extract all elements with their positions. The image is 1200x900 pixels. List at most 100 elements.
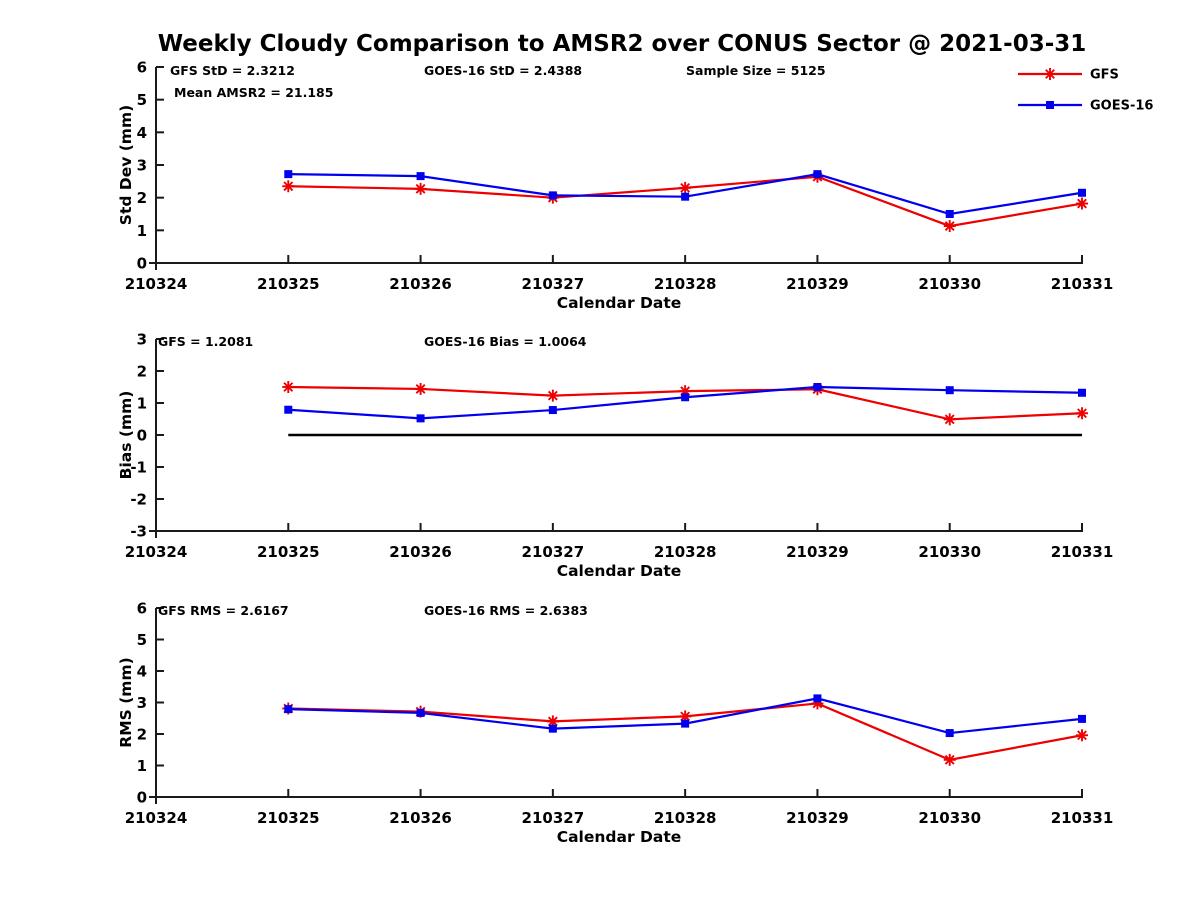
x-tick-label: 210326 xyxy=(389,809,452,827)
x-tick-label: 210325 xyxy=(257,809,320,827)
data-point-marker xyxy=(679,181,692,194)
y-tick-label: -1 xyxy=(130,459,147,477)
y-tick-label: 2 xyxy=(137,726,147,744)
x-tick-label: 210329 xyxy=(786,275,849,293)
y-tick-label: 1 xyxy=(137,757,147,775)
data-point-marker xyxy=(416,172,425,181)
x-tick-label: 210329 xyxy=(786,809,849,827)
x-tick-label: 210331 xyxy=(1051,809,1114,827)
y-tick-label: 1 xyxy=(137,222,147,240)
data-point-marker xyxy=(1076,729,1088,742)
series-gfs xyxy=(282,381,1088,426)
y-tick-label: 3 xyxy=(137,157,147,175)
y-tick-label: 0 xyxy=(137,255,147,273)
y-tick-label: 3 xyxy=(137,694,147,712)
data-point-marker xyxy=(813,383,822,391)
data-point-marker xyxy=(813,694,822,703)
x-tick-label: 210325 xyxy=(257,543,320,561)
legend-marker xyxy=(1046,101,1054,109)
x-tick-label: 210330 xyxy=(918,275,981,293)
data-point-marker xyxy=(945,210,954,218)
data-point-marker xyxy=(1078,188,1086,197)
data-point-marker xyxy=(546,389,559,402)
legend: GFS GOES-16 xyxy=(1018,68,1153,114)
y-axis-label: RMS (mm) xyxy=(117,657,135,747)
data-point-marker xyxy=(943,220,956,233)
y-tick-label: 5 xyxy=(137,631,147,649)
panel-bias: 3 2 1 0 -1 -2 -3 210324 210325 210326 210327 210328… xyxy=(117,331,1113,581)
data-point-marker xyxy=(681,192,690,201)
x-tick-label: 210331 xyxy=(1051,275,1114,293)
legend-label: GOES-16 xyxy=(1090,99,1153,114)
series-goes-16 xyxy=(284,694,1086,738)
x-axis-label: Calendar Date xyxy=(557,294,682,312)
y-tick-label: 0 xyxy=(137,789,147,807)
x-tick-label: 210327 xyxy=(522,275,585,293)
y-tick-label: 0 xyxy=(137,427,147,445)
legend-label: GFS xyxy=(1090,68,1119,83)
x-tick-label: 210331 xyxy=(1051,543,1114,561)
x-axis-label: Calendar Date xyxy=(557,562,682,580)
annotation: GFS = 1.2081 xyxy=(158,334,253,349)
data-point-marker xyxy=(945,386,954,395)
data-point-marker xyxy=(548,191,557,200)
series-gfs xyxy=(282,170,1088,233)
y-axis-label: Std Dev (mm) xyxy=(117,105,135,225)
data-point-marker xyxy=(681,393,690,402)
series-goes-16 xyxy=(284,170,1086,218)
data-point-marker xyxy=(1078,714,1086,723)
y-tick-label: 4 xyxy=(137,663,147,681)
y-tick-label: 6 xyxy=(137,600,147,618)
data-point-marker xyxy=(943,413,956,426)
annotation: GOES-16 StD = 2.4388 xyxy=(424,63,582,78)
x-tick-label: 210326 xyxy=(389,275,452,293)
y-tick-label: 3 xyxy=(137,331,147,349)
data-point-marker xyxy=(284,170,293,179)
data-point-marker xyxy=(945,729,954,738)
data-point-marker xyxy=(414,382,427,395)
x-tick-label: 210327 xyxy=(522,809,585,827)
annotation: Sample Size = 5125 xyxy=(686,63,826,78)
data-point-marker xyxy=(416,708,425,717)
y-tick-label: 5 xyxy=(137,91,147,109)
x-tick-label: 210324 xyxy=(125,275,188,293)
annotation: GFS RMS = 2.6167 xyxy=(158,603,289,618)
data-point-marker xyxy=(284,405,293,414)
y-tick-label: -3 xyxy=(130,523,147,541)
panel-rms: 6 5 4 3 2 1 0 210324 210325 210326 210327 210328 210… xyxy=(117,600,1113,847)
y-tick-label: -2 xyxy=(130,491,147,509)
x-tick-label: 210328 xyxy=(654,809,717,827)
y-axis-label: Bias (mm) xyxy=(117,391,135,480)
legend-marker xyxy=(1044,68,1056,80)
y-tick-label: 2 xyxy=(137,189,147,207)
panel-std-dev: 6 5 4 3 2 1 0 210324 210325 210326 210327 210328 210… xyxy=(117,59,1113,313)
data-point-marker xyxy=(414,182,427,195)
data-point-marker xyxy=(1076,407,1088,420)
data-point-marker xyxy=(681,719,690,728)
y-tick-label: 1 xyxy=(137,395,147,413)
data-point-marker xyxy=(813,170,822,179)
x-tick-label: 210324 xyxy=(125,809,188,827)
chart-title: Weekly Cloudy Comparison to AMSR2 over C… xyxy=(157,31,1087,57)
x-tick-label: 210325 xyxy=(257,275,320,293)
data-point-marker xyxy=(1078,388,1086,397)
x-tick-label: 210328 xyxy=(654,275,717,293)
annotation: Mean AMSR2 = 21.185 xyxy=(174,85,333,100)
annotation: GOES-16 Bias = 1.0064 xyxy=(424,334,587,349)
y-tick-label: 2 xyxy=(137,363,147,381)
annotation: GFS StD = 2.3212 xyxy=(170,63,295,78)
data-point-marker xyxy=(282,381,295,393)
x-axis-label: Calendar Date xyxy=(557,828,682,846)
data-point-marker xyxy=(943,753,956,766)
data-point-marker xyxy=(548,724,557,733)
x-tick-label: 210330 xyxy=(918,543,981,561)
y-tick-label: 6 xyxy=(137,59,147,77)
y-tick-label: 4 xyxy=(137,124,147,142)
x-tick-label: 210329 xyxy=(786,543,849,561)
x-tick-label: 210324 xyxy=(125,543,188,561)
x-tick-label: 210326 xyxy=(389,543,452,561)
data-point-marker xyxy=(282,180,295,193)
series-goes-16 xyxy=(284,383,1086,423)
